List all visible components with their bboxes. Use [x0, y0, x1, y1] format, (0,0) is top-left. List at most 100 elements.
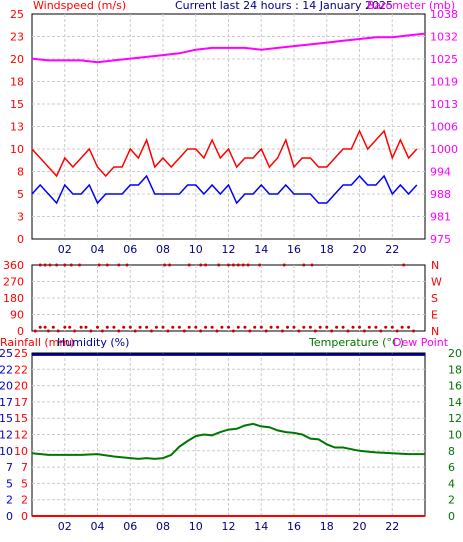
direction-point [367, 325, 371, 329]
humidity-inner-tick-label: 5 [6, 477, 13, 490]
direction-point [63, 325, 67, 329]
direction-point [177, 325, 181, 329]
direction-point [43, 263, 47, 267]
direction-point [97, 263, 101, 267]
direction-point [269, 325, 273, 329]
direction-point [231, 329, 235, 333]
direction-point [236, 325, 240, 329]
temperature-tick-label: 6 [448, 461, 455, 474]
direction-degree-tick-label: 180 [3, 292, 24, 305]
barometer-tick-label: 1013 [430, 98, 458, 111]
series-line-average [31, 174, 418, 205]
direction-point [286, 325, 289, 329]
rainfall-tick-label: 2 [21, 494, 28, 507]
climate-x-tick-label: 04 [91, 520, 105, 533]
direction-point [258, 263, 262, 267]
direction-point [210, 325, 214, 329]
humidity-inner-tick-label: 2 [6, 494, 13, 507]
windspeed-tick-label: 18 [10, 76, 24, 89]
wind-x-tick-label: 06 [123, 243, 137, 256]
direction-degree-tick-label: 270 [3, 276, 24, 289]
direction-point [199, 329, 203, 333]
barometer-tick-label: 1019 [430, 76, 458, 89]
direction-point [220, 325, 224, 329]
windspeed-label: Windspeed (m/s) [33, 0, 126, 12]
direction-point [325, 325, 329, 329]
direction-point [182, 329, 186, 333]
temperature-tick-label: 10 [448, 429, 462, 442]
direction-point [351, 325, 355, 329]
temperature-tick-label: 2 [448, 494, 455, 507]
windspeed-tick-label: 15 [10, 98, 24, 111]
direction-point [358, 325, 361, 329]
humidity-label: Humidity (%) [57, 336, 129, 349]
humidity-inner-tick-label: 7 [6, 461, 13, 474]
direction-point [400, 325, 404, 329]
humidity-inner-tick-label: 10 [0, 445, 13, 458]
direction-point [79, 325, 83, 329]
rainfall-tick-label: 7 [21, 461, 28, 474]
direction-point [297, 329, 301, 333]
series-line-temperature [31, 422, 425, 460]
direction-point [145, 325, 149, 329]
direction-point [51, 325, 55, 329]
rainfall-tick-label: 12 [14, 429, 28, 442]
temperature-tick-label: 0 [448, 510, 455, 523]
direction-point [243, 325, 247, 329]
direction-point [302, 325, 306, 329]
wind-x-tick-label: 02 [58, 243, 72, 256]
direction-point [166, 329, 170, 333]
direction-point [187, 325, 191, 329]
rainfall-tick-label: 0 [21, 510, 28, 523]
windspeed-tick-label: 8 [17, 166, 24, 179]
windspeed-tick-label: 3 [17, 211, 24, 224]
climate-x-tick-label: 08 [156, 520, 170, 533]
direction-point [73, 329, 77, 333]
direction-point [231, 263, 235, 267]
direction-point [43, 325, 47, 329]
humidity-inner-tick-label: 17 [0, 396, 13, 409]
direction-point [407, 325, 411, 329]
direction-degree-tick-label: 90 [10, 309, 24, 322]
direction-degree-tick-label: 0 [17, 325, 24, 338]
direction-point [384, 325, 388, 329]
direction-point [163, 263, 167, 267]
climate-x-tick-label: 20 [353, 520, 367, 533]
direction-point [38, 325, 42, 329]
direction-point [253, 325, 257, 329]
direction-degree-tick-label: 360 [3, 259, 24, 272]
direction-point [154, 325, 158, 329]
barometer-tick-label: 1032 [430, 31, 458, 44]
direction-point [128, 325, 132, 329]
direction-point [171, 325, 175, 329]
direction-point [341, 325, 345, 329]
direction-point [246, 263, 250, 267]
direction-point [112, 325, 116, 329]
direction-point [302, 263, 306, 267]
direction-point [68, 325, 72, 329]
rainfall-tick-label: 10 [14, 445, 28, 458]
climate-x-tick-label: 12 [222, 520, 236, 533]
rainfall-tick-label: 25 [14, 347, 28, 360]
series-line-barometer [31, 32, 426, 64]
direction-point [96, 325, 99, 329]
climate-x-tick-label: 18 [320, 520, 334, 533]
direction-point [133, 329, 137, 333]
direction-compass-tick-label: S [431, 292, 438, 305]
climate-x-tick-label: 16 [287, 520, 301, 533]
rainfall-tick-label: 15 [14, 412, 28, 425]
barometer-tick-label: 994 [430, 166, 451, 179]
direction-point [56, 329, 60, 333]
direction-point [199, 263, 203, 267]
direction-point [217, 263, 221, 267]
temperature-tick-label: 4 [448, 477, 455, 490]
rainfall-tick-label: 22 [14, 363, 28, 376]
windspeed-tick-label: 25 [10, 8, 24, 21]
humidity-inner-tick-label: 15 [0, 412, 13, 425]
direction-point [318, 325, 322, 329]
direction-point [395, 329, 399, 333]
rainfall-tick-label: 17 [14, 396, 28, 409]
direction-point [412, 329, 415, 333]
